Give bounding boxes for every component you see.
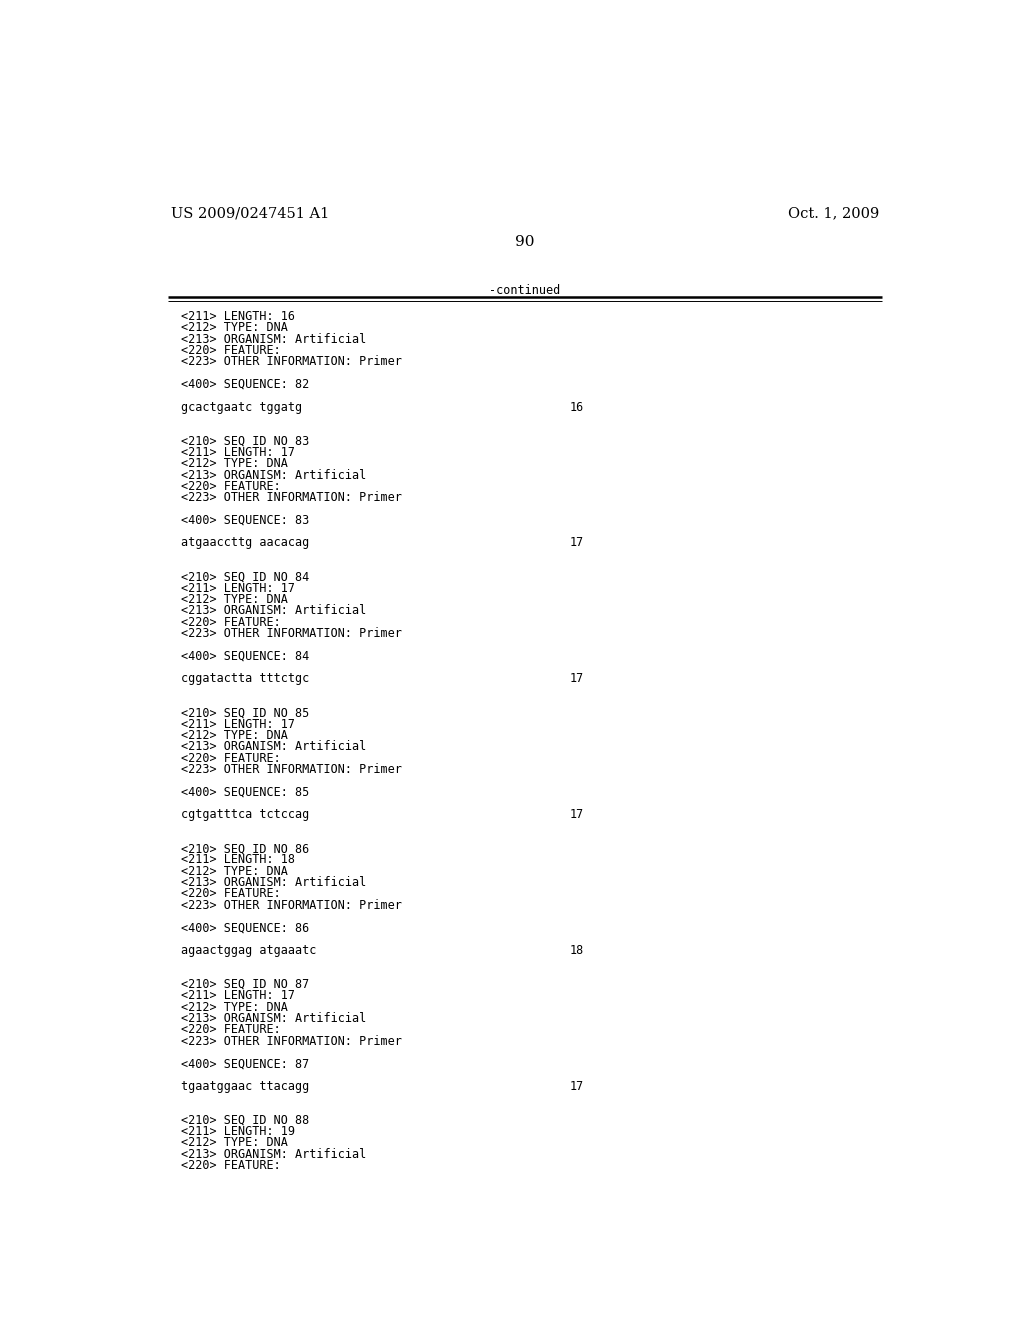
Text: <223> OTHER INFORMATION: Primer: <223> OTHER INFORMATION: Primer bbox=[180, 355, 401, 368]
Text: <213> ORGANISM: Artificial: <213> ORGANISM: Artificial bbox=[180, 605, 366, 618]
Text: 17: 17 bbox=[569, 536, 584, 549]
Text: <211> LENGTH: 16: <211> LENGTH: 16 bbox=[180, 310, 295, 323]
Text: <223> OTHER INFORMATION: Primer: <223> OTHER INFORMATION: Primer bbox=[180, 763, 401, 776]
Text: <210> SEQ ID NO 88: <210> SEQ ID NO 88 bbox=[180, 1114, 309, 1127]
Text: <223> OTHER INFORMATION: Primer: <223> OTHER INFORMATION: Primer bbox=[180, 491, 401, 504]
Text: Oct. 1, 2009: Oct. 1, 2009 bbox=[787, 206, 879, 220]
Text: <210> SEQ ID NO 86: <210> SEQ ID NO 86 bbox=[180, 842, 309, 855]
Text: <220> FEATURE:: <220> FEATURE: bbox=[180, 615, 281, 628]
Text: cgtgatttca tctccag: cgtgatttca tctccag bbox=[180, 808, 309, 821]
Text: <213> ORGANISM: Artificial: <213> ORGANISM: Artificial bbox=[180, 469, 366, 482]
Text: 17: 17 bbox=[569, 808, 584, 821]
Text: <213> ORGANISM: Artificial: <213> ORGANISM: Artificial bbox=[180, 741, 366, 754]
Text: <223> OTHER INFORMATION: Primer: <223> OTHER INFORMATION: Primer bbox=[180, 1035, 401, 1048]
Text: <213> ORGANISM: Artificial: <213> ORGANISM: Artificial bbox=[180, 1147, 366, 1160]
Text: 18: 18 bbox=[569, 944, 584, 957]
Text: <211> LENGTH: 18: <211> LENGTH: 18 bbox=[180, 854, 295, 866]
Text: <223> OTHER INFORMATION: Primer: <223> OTHER INFORMATION: Primer bbox=[180, 899, 401, 912]
Text: <213> ORGANISM: Artificial: <213> ORGANISM: Artificial bbox=[180, 333, 366, 346]
Text: <220> FEATURE:: <220> FEATURE: bbox=[180, 887, 281, 900]
Text: <220> FEATURE:: <220> FEATURE: bbox=[180, 1159, 281, 1172]
Text: <220> FEATURE:: <220> FEATURE: bbox=[180, 345, 281, 356]
Text: gcactgaatc tggatg: gcactgaatc tggatg bbox=[180, 401, 302, 413]
Text: <400> SEQUENCE: 86: <400> SEQUENCE: 86 bbox=[180, 921, 309, 935]
Text: <213> ORGANISM: Artificial: <213> ORGANISM: Artificial bbox=[180, 876, 366, 890]
Text: <210> SEQ ID NO 85: <210> SEQ ID NO 85 bbox=[180, 706, 309, 719]
Text: atgaaccttg aacacag: atgaaccttg aacacag bbox=[180, 536, 309, 549]
Text: -continued: -continued bbox=[489, 284, 560, 297]
Text: <212> TYPE: DNA: <212> TYPE: DNA bbox=[180, 321, 288, 334]
Text: 17: 17 bbox=[569, 1080, 584, 1093]
Text: <212> TYPE: DNA: <212> TYPE: DNA bbox=[180, 1001, 288, 1014]
Text: <400> SEQUENCE: 85: <400> SEQUENCE: 85 bbox=[180, 785, 309, 799]
Text: <212> TYPE: DNA: <212> TYPE: DNA bbox=[180, 1137, 288, 1150]
Text: <400> SEQUENCE: 87: <400> SEQUENCE: 87 bbox=[180, 1057, 309, 1071]
Text: 90: 90 bbox=[515, 235, 535, 249]
Text: <220> FEATURE:: <220> FEATURE: bbox=[180, 751, 281, 764]
Text: <400> SEQUENCE: 83: <400> SEQUENCE: 83 bbox=[180, 513, 309, 527]
Text: <212> TYPE: DNA: <212> TYPE: DNA bbox=[180, 729, 288, 742]
Text: cggatactta tttctgc: cggatactta tttctgc bbox=[180, 672, 309, 685]
Text: <211> LENGTH: 17: <211> LENGTH: 17 bbox=[180, 989, 295, 1002]
Text: tgaatggaac ttacagg: tgaatggaac ttacagg bbox=[180, 1080, 309, 1093]
Text: <211> LENGTH: 19: <211> LENGTH: 19 bbox=[180, 1125, 295, 1138]
Text: <211> LENGTH: 17: <211> LENGTH: 17 bbox=[180, 718, 295, 730]
Text: <220> FEATURE:: <220> FEATURE: bbox=[180, 1023, 281, 1036]
Text: <213> ORGANISM: Artificial: <213> ORGANISM: Artificial bbox=[180, 1012, 366, 1024]
Text: <223> OTHER INFORMATION: Primer: <223> OTHER INFORMATION: Primer bbox=[180, 627, 401, 640]
Text: 16: 16 bbox=[569, 401, 584, 413]
Text: agaactggag atgaaatc: agaactggag atgaaatc bbox=[180, 944, 316, 957]
Text: <210> SEQ ID NO 83: <210> SEQ ID NO 83 bbox=[180, 434, 309, 447]
Text: <212> TYPE: DNA: <212> TYPE: DNA bbox=[180, 865, 288, 878]
Text: <400> SEQUENCE: 82: <400> SEQUENCE: 82 bbox=[180, 378, 309, 391]
Text: <400> SEQUENCE: 84: <400> SEQUENCE: 84 bbox=[180, 649, 309, 663]
Text: 17: 17 bbox=[569, 672, 584, 685]
Text: <212> TYPE: DNA: <212> TYPE: DNA bbox=[180, 457, 288, 470]
Text: <220> FEATURE:: <220> FEATURE: bbox=[180, 480, 281, 492]
Text: US 2009/0247451 A1: US 2009/0247451 A1 bbox=[171, 206, 329, 220]
Text: <211> LENGTH: 17: <211> LENGTH: 17 bbox=[180, 446, 295, 459]
Text: <210> SEQ ID NO 84: <210> SEQ ID NO 84 bbox=[180, 570, 309, 583]
Text: <211> LENGTH: 17: <211> LENGTH: 17 bbox=[180, 582, 295, 595]
Text: <210> SEQ ID NO 87: <210> SEQ ID NO 87 bbox=[180, 978, 309, 991]
Text: <212> TYPE: DNA: <212> TYPE: DNA bbox=[180, 593, 288, 606]
